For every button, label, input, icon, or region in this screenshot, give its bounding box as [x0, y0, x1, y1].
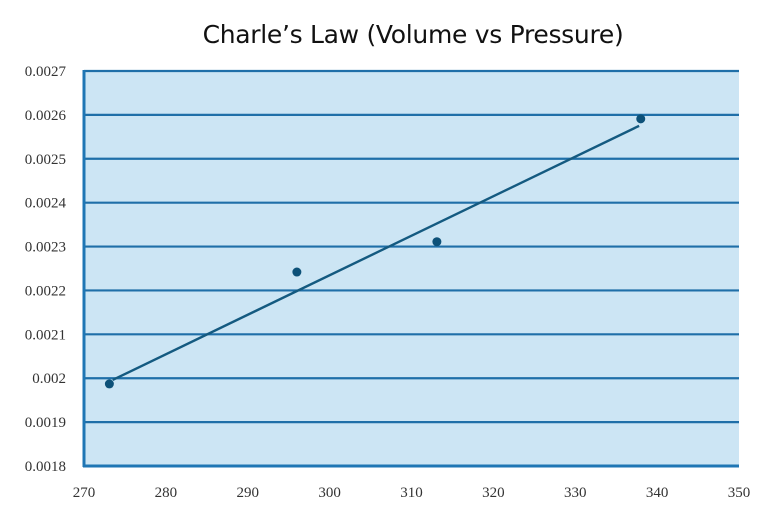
x-tick-label: 290 [237, 485, 260, 501]
y-tick-label: 0.0027 [25, 64, 67, 80]
y-tick-label: 0.0021 [25, 327, 66, 343]
x-tick-label: 310 [400, 485, 423, 501]
y-tick-label: 0.002 [32, 371, 66, 387]
data-point [292, 267, 302, 277]
y-tick-label: 0.0019 [25, 415, 66, 431]
y-tick-label: 0.0023 [25, 240, 66, 256]
y-tick-label: 0.0026 [25, 108, 67, 124]
x-tick-label: 300 [318, 485, 341, 501]
data-point [432, 237, 442, 247]
x-tick-label: 350 [728, 485, 751, 501]
y-tick-label: 0.0018 [25, 459, 66, 475]
plot-area [84, 71, 739, 466]
x-tick-label: 270 [73, 485, 96, 501]
chart-title: Charle’s Law (Volume vs Pressure) [202, 20, 624, 49]
y-tick-label: 0.0025 [25, 152, 66, 168]
x-tick-label: 330 [564, 485, 587, 501]
x-tick-label: 320 [482, 485, 505, 501]
data-point [104, 379, 114, 389]
trendline [112, 124, 640, 382]
data-point [636, 114, 646, 124]
x-tick-label: 340 [646, 485, 669, 501]
x-tick-label: 280 [155, 485, 178, 501]
y-tick-label: 0.0024 [25, 196, 67, 212]
y-tick-label: 0.0022 [25, 283, 66, 299]
